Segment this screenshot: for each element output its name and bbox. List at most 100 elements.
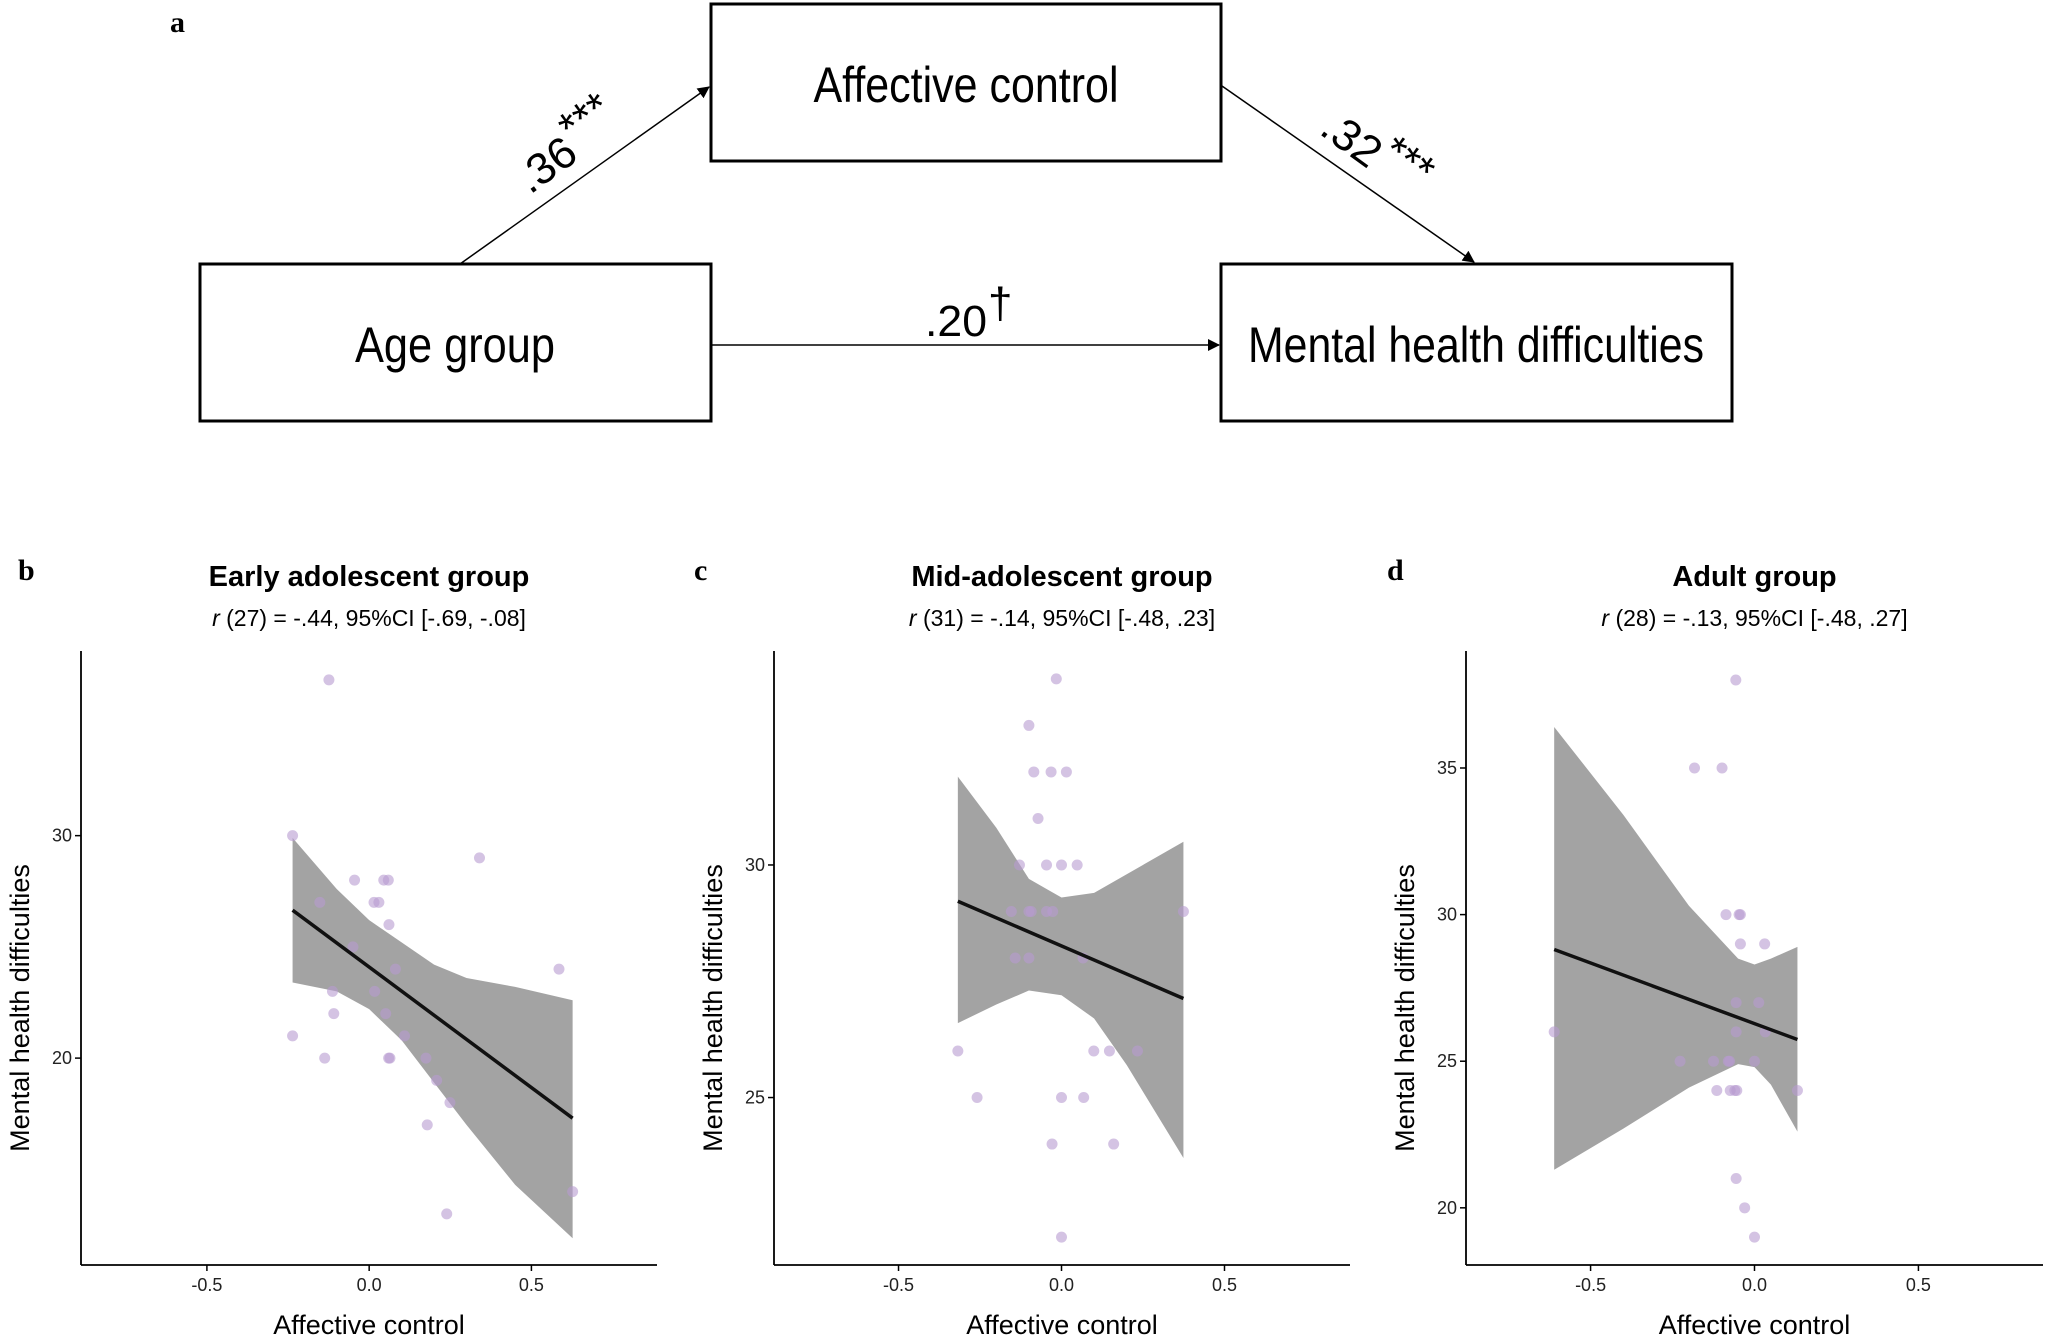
data-point (383, 919, 395, 931)
data-point (369, 985, 381, 997)
x-tick-label: 0.0 (1742, 1275, 1767, 1295)
data-point (1028, 766, 1040, 778)
data-point (1131, 1045, 1143, 1057)
data-point (1734, 909, 1746, 921)
data-point (1711, 1085, 1723, 1097)
data-point (444, 1097, 456, 1109)
x-axis-label: Affective control (1659, 1310, 1851, 1338)
panel-subtitle: r (27) = -.44, 95%CI [-.69, -.08] (212, 605, 526, 631)
data-point (1730, 997, 1742, 1009)
data-point (1071, 859, 1083, 871)
data-point (1674, 1055, 1686, 1067)
data-point (1046, 1138, 1058, 1150)
scatter-panel-c: c Mid-adolescent group r (31) = -.14, 95%C… (694, 554, 1350, 1338)
data-point (971, 1092, 983, 1104)
y-tick-label: 30 (1437, 905, 1457, 925)
data-point (328, 1008, 340, 1020)
data-point (1759, 938, 1771, 950)
subtitle-r: r (909, 605, 918, 631)
confidence-band (292, 837, 573, 1239)
node-outcome-box (1219, 262, 1734, 423)
data-point (421, 1119, 433, 1131)
panel-subtitle: r (28) = -.13, 95%CI [-.48, .27] (1601, 605, 1907, 631)
data-point (389, 963, 401, 975)
data-point (1009, 952, 1021, 964)
data-point (431, 1074, 443, 1086)
x-axis-label: Affective control (273, 1310, 465, 1338)
data-point (1056, 1231, 1068, 1243)
panel-letter: c (694, 554, 707, 587)
node-outcome-label: Mental health difficulties (1248, 317, 1704, 373)
data-point (1730, 1173, 1742, 1185)
node-predictor-box (198, 262, 713, 423)
subtitle-stats: (31) = -.14, 95%CI [-.48, .23] (917, 605, 1216, 631)
panel-letter-a: a (170, 6, 185, 39)
y-axis-label: Mental health difficulties (698, 864, 728, 1152)
y-tick-label: 25 (1437, 1051, 1457, 1071)
data-point (1025, 905, 1037, 917)
data-point (1078, 1092, 1090, 1104)
data-point (380, 1008, 392, 1020)
c-path-coefficient: .20 † (925, 279, 1012, 346)
data-point (1013, 859, 1025, 871)
x-tick-label: 0.0 (357, 1275, 382, 1295)
panel-title: Early adolescent group (209, 561, 530, 593)
data-point (1005, 905, 1017, 917)
data-point (347, 941, 359, 953)
data-point (1716, 762, 1728, 774)
data-point (1548, 1026, 1560, 1038)
data-point (1177, 905, 1189, 917)
panel-subtitle: r (31) = -.14, 95%CI [-.48, .23] (909, 605, 1215, 631)
data-point (1753, 997, 1765, 1009)
node-predictor-label: Age group (355, 317, 555, 373)
data-point (382, 874, 394, 886)
data-point (1731, 1085, 1743, 1097)
data-point (1047, 905, 1059, 917)
c-path-value: .20 (925, 297, 987, 346)
data-point (1045, 766, 1057, 778)
data-point (287, 830, 299, 842)
data-point (1749, 1055, 1760, 1067)
arrow-b-path (1221, 85, 1475, 263)
panel-title: Mid-adolescent group (911, 561, 1212, 593)
y-tick-label: 20 (1437, 1198, 1457, 1218)
data-point (1749, 1231, 1760, 1243)
x-tick-label: -0.5 (1575, 1275, 1606, 1295)
y-tick-label: 25 (745, 1088, 765, 1108)
data-point (1734, 938, 1746, 950)
panel-title: Adult group (1672, 561, 1836, 593)
data-point (1730, 1026, 1742, 1038)
scatter-panel-b: b Early adolescent group r (27) = -.44, 95… (5, 554, 657, 1338)
arrow-a-path (459, 86, 710, 265)
x-tick-label: -0.5 (883, 1275, 914, 1295)
x-tick-label: 0.5 (1212, 1275, 1237, 1295)
data-point (326, 985, 338, 997)
confidence-band (957, 776, 1184, 1159)
data-point (373, 896, 385, 908)
data-point (1730, 674, 1742, 686)
data-point (1032, 812, 1044, 824)
panel-letter: b (18, 554, 35, 587)
data-point (567, 1186, 579, 1198)
data-point (1023, 719, 1035, 731)
y-tick-label: 35 (1437, 758, 1457, 778)
node-mediator-box (709, 2, 1223, 163)
data-point (1060, 766, 1072, 778)
y-tick-label: 30 (745, 855, 765, 875)
x-tick-label: 0.5 (519, 1275, 544, 1295)
x-tick-label: 0.5 (1906, 1275, 1931, 1295)
x-tick-label: 0.0 (1049, 1275, 1074, 1295)
data-point (1056, 859, 1068, 871)
x-axis-label: Affective control (966, 1310, 1158, 1338)
subtitle-r: r (212, 605, 221, 631)
c-path-sig: † (988, 279, 1012, 328)
data-point (1056, 1092, 1068, 1104)
regression-line (1553, 947, 1799, 1042)
data-point (1023, 952, 1035, 964)
data-point (1103, 1045, 1115, 1057)
y-tick-label: 30 (52, 826, 72, 846)
data-point (399, 1030, 411, 1042)
scatter-panels: b Early adolescent group r (27) = -.44, 95… (5, 554, 2043, 1338)
subtitle-r: r (1601, 605, 1610, 631)
